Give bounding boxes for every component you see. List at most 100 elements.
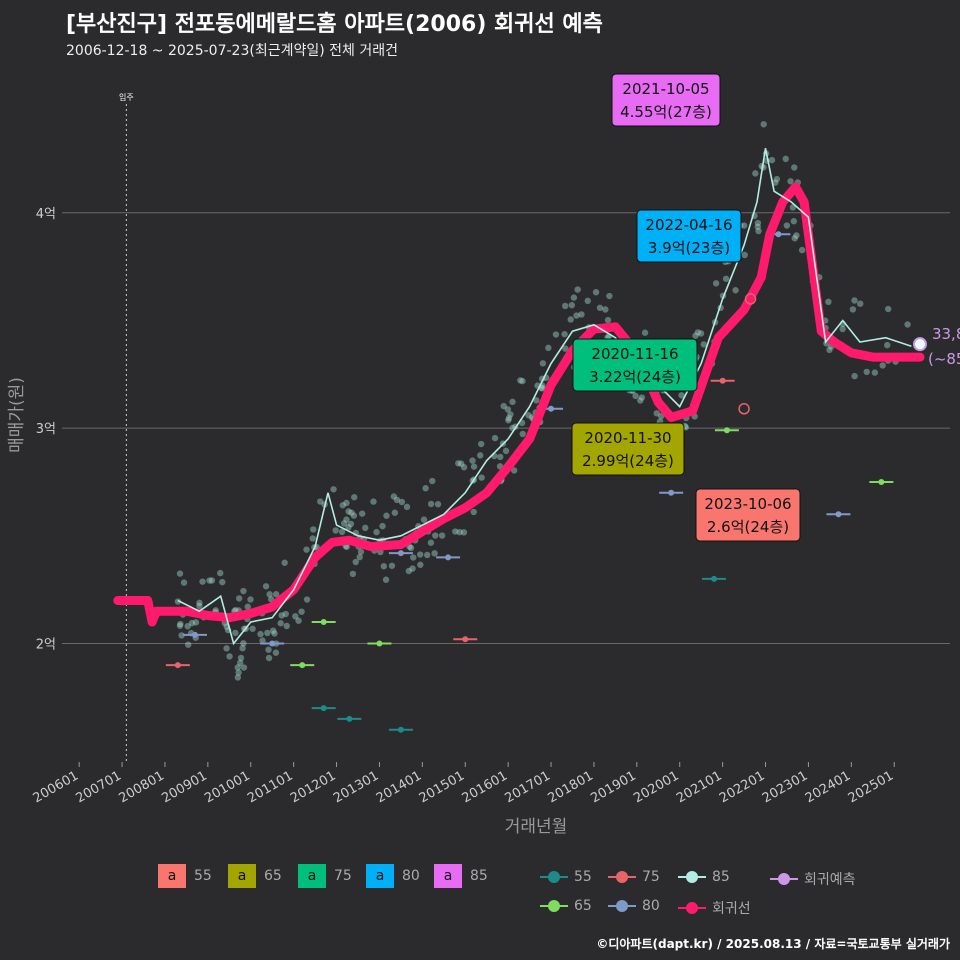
transaction-point xyxy=(787,178,794,185)
transaction-point xyxy=(234,674,242,681)
transaction-point xyxy=(223,645,230,652)
transaction-point xyxy=(351,494,358,501)
transaction-point xyxy=(235,669,242,676)
transaction-point xyxy=(573,312,580,319)
x-tick-label: 200601 xyxy=(31,768,81,806)
series-55-point xyxy=(397,726,404,733)
series-65-point xyxy=(376,640,383,647)
transaction-point xyxy=(332,527,339,534)
transaction-point xyxy=(568,301,576,309)
transaction-point xyxy=(240,587,247,595)
transaction-point xyxy=(904,321,911,328)
transaction-point xyxy=(391,509,399,516)
transaction-point xyxy=(266,591,273,598)
transaction-point xyxy=(567,316,574,323)
transaction-point xyxy=(262,583,270,590)
transaction-point xyxy=(641,329,649,336)
transaction-point xyxy=(427,500,435,508)
transaction-point xyxy=(429,477,436,485)
y-tick-label: 3억 xyxy=(36,422,56,437)
transaction-point xyxy=(407,544,415,552)
series-80-point xyxy=(548,405,555,412)
transaction-point xyxy=(851,297,858,304)
transaction-point xyxy=(338,528,346,536)
forecast-area: (~85㎡) xyxy=(928,350,960,368)
transaction-point xyxy=(383,512,390,519)
transaction-point xyxy=(434,501,442,508)
x-tick-label: 202001 xyxy=(631,768,681,806)
transaction-point xyxy=(272,649,280,656)
transaction-point xyxy=(793,232,800,239)
transaction-point xyxy=(500,402,507,410)
transaction-point xyxy=(825,298,832,306)
x-tick-label: 201701 xyxy=(503,768,553,806)
annotation-date: 2020-11-16 xyxy=(591,345,678,363)
transaction-point xyxy=(826,346,833,354)
transaction-point xyxy=(265,646,272,653)
transaction-point xyxy=(422,485,429,492)
transaction-point xyxy=(196,602,203,610)
transaction-point xyxy=(403,503,411,511)
transaction-point xyxy=(295,617,302,624)
transaction-point xyxy=(798,246,806,254)
transaction-point xyxy=(773,175,781,183)
transaction-point xyxy=(592,288,600,296)
series-80-point xyxy=(668,489,675,496)
transaction-point xyxy=(768,156,776,164)
annotation-date: 2021-10-05 xyxy=(622,80,709,98)
transaction-point xyxy=(741,251,748,259)
transaction-point xyxy=(178,632,185,639)
transaction-point xyxy=(310,526,317,533)
transaction-point xyxy=(188,619,196,627)
transaction-point xyxy=(174,598,182,605)
x-tick-label: 200901 xyxy=(159,768,209,806)
transaction-point xyxy=(405,567,413,575)
annotation-date: 2022-04-16 xyxy=(645,216,732,234)
annotation-65: 2020-11-30 2.99억(24층) xyxy=(571,422,685,476)
transaction-point xyxy=(562,302,569,310)
transaction-point xyxy=(424,551,431,559)
transaction-point xyxy=(373,528,380,536)
legend-box-65: a 65 xyxy=(228,864,282,888)
transaction-point xyxy=(309,535,316,542)
transaction-point xyxy=(469,457,476,464)
transaction-point xyxy=(235,595,243,602)
highlight-marker xyxy=(738,403,750,415)
transaction-point xyxy=(317,498,324,505)
legend-label: 85 xyxy=(470,868,488,884)
transaction-point xyxy=(185,641,192,648)
transaction-point xyxy=(538,385,546,392)
transaction-point xyxy=(574,286,581,293)
transaction-point xyxy=(409,565,416,572)
transaction-point xyxy=(370,498,377,505)
transaction-point xyxy=(237,659,244,667)
transaction-point xyxy=(782,155,789,163)
annotation-price: 4.55억(27층) xyxy=(620,103,712,121)
transaction-point xyxy=(694,329,702,336)
transaction-point xyxy=(298,608,305,615)
annotation-price: 2.6억(24층) xyxy=(707,518,789,536)
transaction-point xyxy=(692,332,699,339)
legend-swatch-85: a xyxy=(434,864,462,888)
annotation-55: 2023-10-06 2.6억(24층) xyxy=(695,488,801,542)
transaction-point xyxy=(460,464,468,471)
transaction-point xyxy=(457,460,465,467)
transaction-point xyxy=(849,306,857,313)
transaction-point xyxy=(519,430,526,438)
transaction-point xyxy=(340,520,348,527)
transaction-point xyxy=(477,452,484,459)
transaction-point xyxy=(356,553,363,561)
source-credit: ©디아파트(dapt.kr) / 2025.08.13 / 자료=국토교통부 실… xyxy=(596,937,950,951)
legend-label: 65 xyxy=(574,898,592,914)
series-85-trend-line xyxy=(177,148,912,646)
legend-label: 75 xyxy=(642,869,660,885)
transaction-point xyxy=(504,406,512,413)
transaction-point xyxy=(199,578,206,585)
transaction-point xyxy=(754,223,761,230)
legend-box-80: a 80 xyxy=(366,864,420,888)
transaction-point xyxy=(196,599,203,607)
transaction-point xyxy=(638,394,646,401)
transaction-point xyxy=(456,528,463,536)
transaction-point xyxy=(752,170,759,177)
